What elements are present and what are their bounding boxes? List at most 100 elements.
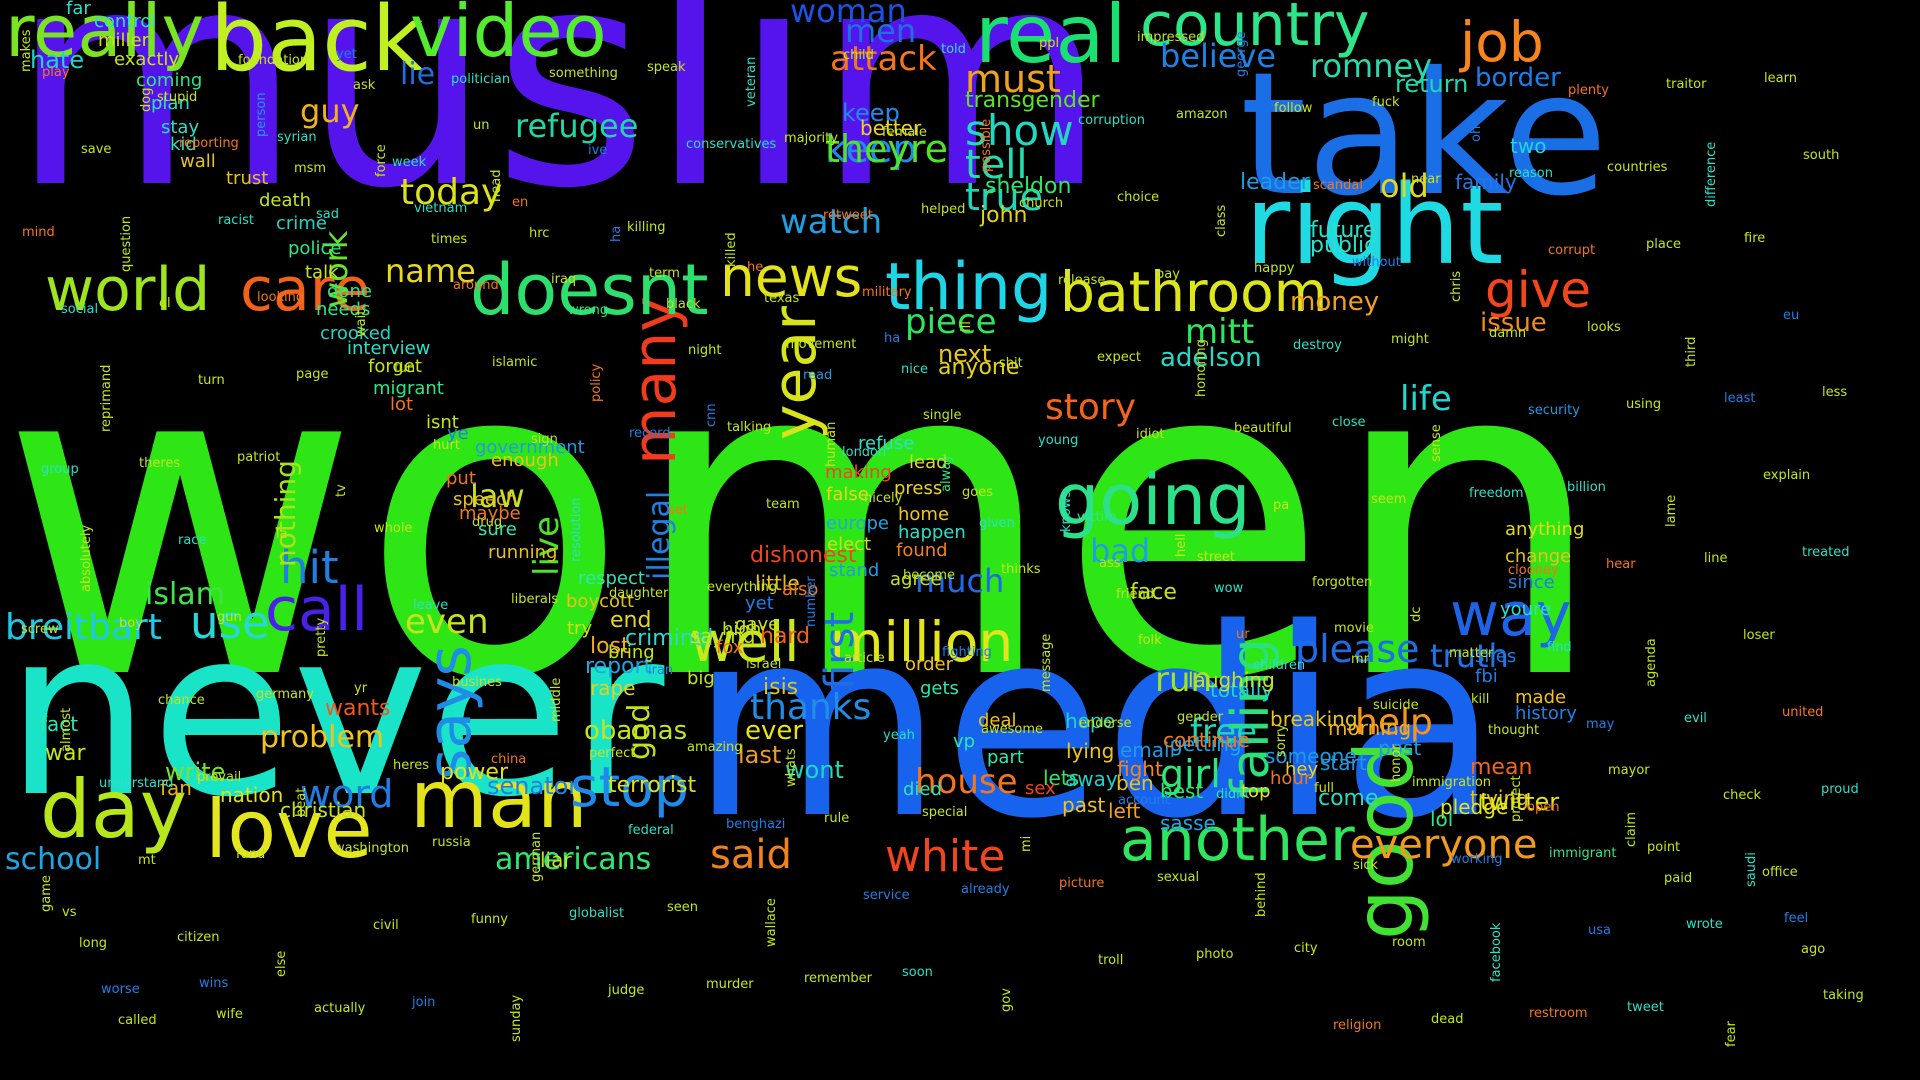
- word-knows: knows: [1059, 490, 1074, 532]
- word-resolution: resolution: [569, 497, 584, 562]
- word-tweet: tweet: [1627, 1000, 1664, 1015]
- word-senator: senator: [487, 772, 579, 800]
- word-piece: piece: [905, 302, 997, 342]
- word-claim: claim: [1624, 811, 1639, 847]
- word-fire: fire: [1744, 231, 1766, 246]
- word-without: without: [1352, 255, 1401, 270]
- word-awesome: awesome: [981, 722, 1043, 737]
- word-protect: protect: [1509, 775, 1524, 822]
- word-issue: issue: [1480, 308, 1547, 338]
- word-matter: matter: [1449, 646, 1494, 661]
- word-away: away: [1065, 767, 1118, 791]
- word-lame: lame: [1664, 494, 1679, 527]
- word-back: back: [210, 0, 424, 92]
- word-happen: happen: [898, 522, 966, 543]
- word-media: media: [690, 574, 1500, 876]
- word-part: part: [987, 747, 1024, 768]
- word-immigrant: immigrant: [1549, 846, 1617, 861]
- word-long: long: [79, 936, 108, 951]
- word-elect: elect: [827, 534, 872, 555]
- word-pledge: pledge: [1440, 795, 1509, 819]
- word-soon: soon: [902, 965, 933, 980]
- word-yeah: yeah: [883, 728, 915, 743]
- word-transgender: transgender: [965, 88, 1100, 113]
- word-photo: photo: [1196, 947, 1234, 962]
- word-leader: leader: [1240, 170, 1310, 195]
- word-love: love: [205, 783, 373, 876]
- word-country: country: [1140, 0, 1370, 60]
- word-boy: boy: [119, 616, 143, 631]
- word-eu: eu: [1783, 308, 1800, 323]
- word-civil: civil: [373, 918, 399, 933]
- word-given: given: [979, 516, 1015, 531]
- word-change: change: [1505, 546, 1572, 567]
- word-release: release: [1058, 273, 1106, 288]
- word-proud: proud: [1821, 782, 1859, 797]
- word-stupid: stupid: [157, 90, 198, 105]
- word-everything: everything: [707, 580, 778, 595]
- word-high: high: [722, 619, 762, 640]
- word-try: try: [567, 618, 593, 639]
- word-public: public: [1310, 233, 1377, 258]
- word-less: less: [1822, 385, 1848, 400]
- word-dog: dog: [139, 87, 154, 112]
- word-fact: fact: [40, 712, 79, 736]
- word-theres: theres: [139, 456, 181, 471]
- word-tell: tell: [965, 142, 1028, 188]
- word-female: female: [882, 125, 927, 140]
- word-even: even: [405, 602, 489, 642]
- word-done: done: [327, 281, 372, 302]
- word-special: special: [922, 805, 968, 820]
- word-right: right: [1245, 161, 1504, 289]
- word-seem: seem: [1371, 492, 1407, 507]
- word-cnn: cnn: [704, 403, 719, 427]
- word-video: video: [410, 0, 607, 73]
- word-romney: romney: [1310, 47, 1433, 85]
- word-men: men: [845, 12, 917, 50]
- word-movie: movie: [1334, 621, 1374, 636]
- word-room: room: [1392, 935, 1426, 950]
- word-fund: fund: [236, 847, 266, 862]
- word-alway: alway: [939, 454, 954, 492]
- word-goes: goes: [962, 485, 993, 500]
- word-bad: bad: [1090, 532, 1151, 570]
- word-absolutely: absolutely: [79, 524, 94, 592]
- word-attack: attack: [830, 39, 937, 79]
- word-open: open: [1527, 800, 1560, 815]
- word-boycott: boycott: [566, 591, 635, 612]
- word-message: message: [1039, 633, 1054, 692]
- word-amazing: amazing: [687, 740, 743, 755]
- word-world: world: [45, 255, 211, 325]
- word-hey: hey: [1285, 759, 1319, 780]
- word-makes: makes: [19, 29, 34, 72]
- word-today: today: [400, 172, 503, 213]
- word-la: la: [276, 527, 288, 542]
- word-understand: understand: [99, 776, 174, 791]
- word-billion: billion: [1567, 480, 1606, 495]
- word-report: report: [585, 654, 653, 679]
- word-whole: whole: [374, 521, 413, 536]
- word-screw: screw: [21, 622, 59, 637]
- word-man: man: [410, 753, 588, 846]
- word-shes: shes: [1475, 646, 1517, 667]
- word-head: head: [489, 169, 504, 202]
- word-helped: helped: [921, 202, 966, 217]
- word-getting: getting: [1170, 732, 1242, 756]
- word-shit: shit: [999, 356, 1023, 371]
- word-run: run: [1155, 660, 1213, 700]
- word-reprimand: reprimand: [99, 364, 114, 432]
- word-washington: washington: [334, 841, 410, 856]
- word-else: else: [274, 950, 289, 977]
- word-iraq: iraq: [551, 272, 577, 287]
- word-needs: needs: [316, 299, 371, 320]
- word-may: may: [1586, 717, 1615, 732]
- word-islamic: islamic: [492, 355, 538, 370]
- word-sorry: sorry: [1274, 724, 1289, 757]
- word-class: class: [1214, 204, 1229, 237]
- word-post: post: [1378, 736, 1422, 760]
- word-russia: russia: [432, 835, 471, 850]
- word-theyre: theyre: [825, 127, 949, 171]
- word-nicely: nicely: [864, 491, 903, 506]
- word-texas: texas: [764, 291, 800, 306]
